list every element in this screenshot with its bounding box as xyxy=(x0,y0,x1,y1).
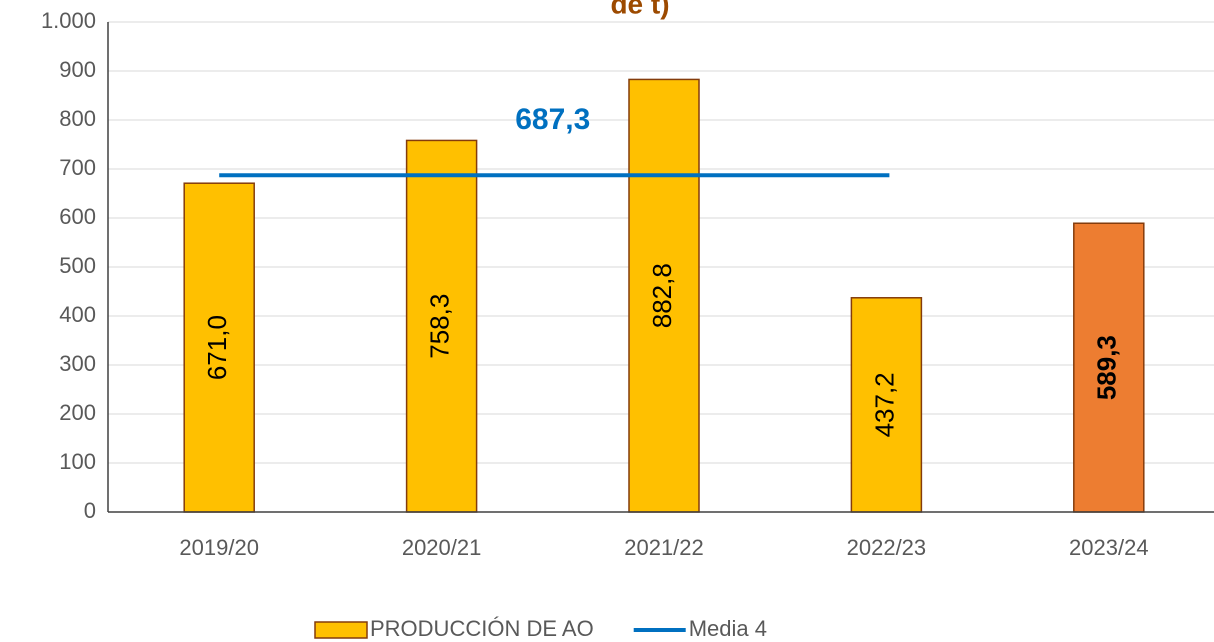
bar xyxy=(850,297,923,513)
y-tick-label: 1.000 xyxy=(41,8,96,33)
legend-label: PRODUCCIÓN DE AO xyxy=(370,616,594,641)
data-label: 671,0 xyxy=(202,315,232,380)
bar xyxy=(183,182,255,513)
y-tick-label: 100 xyxy=(59,449,96,474)
data-label: 882,8 xyxy=(647,263,677,328)
y-tick-label: 400 xyxy=(59,302,96,327)
x-tick-label: 2021/22 xyxy=(624,535,704,560)
y-tick-label: 600 xyxy=(59,204,96,229)
x-tick-label: 2023/24 xyxy=(1069,535,1149,560)
y-tick-label: 700 xyxy=(59,155,96,180)
bar xyxy=(405,139,478,513)
x-tick-label: 2019/20 xyxy=(179,535,259,560)
y-tick-label: 300 xyxy=(59,351,96,376)
y-tick-label: 200 xyxy=(59,400,96,425)
data-label: 687,3 xyxy=(515,103,590,136)
x-tick-label: 2022/23 xyxy=(847,535,927,560)
legend-label: Media 4 xyxy=(689,616,767,641)
x-tick-label: 2020/21 xyxy=(402,535,482,560)
y-tick-label: 0 xyxy=(84,498,96,523)
y-tick-label: 900 xyxy=(59,57,96,82)
legend-swatch xyxy=(314,621,368,639)
data-label: 589,3 xyxy=(1092,335,1122,400)
y-tick-label: 800 xyxy=(59,106,96,131)
data-label: 437,2 xyxy=(869,372,899,437)
y-tick-label: 500 xyxy=(59,253,96,278)
chart-title: de t) xyxy=(610,0,669,19)
data-label: 758,3 xyxy=(424,294,454,359)
bar xyxy=(628,78,700,513)
